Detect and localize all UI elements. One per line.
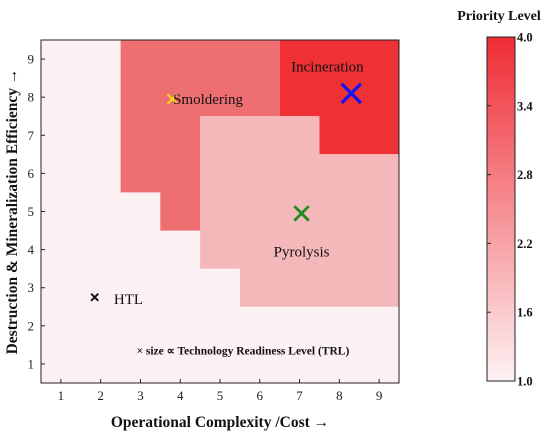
x-tick-label: 7	[296, 388, 303, 403]
label-incineration: Incineration	[291, 60, 364, 76]
trl-size-note: × size ∝ Technology Readiness Level (TRL…	[136, 346, 349, 358]
marker-incineration	[340, 82, 363, 105]
y-tick-label: 1	[28, 356, 35, 371]
x-axis-ticks: 1 2 3 4 5 6 7 8 9	[58, 379, 383, 403]
colorbar-gradient	[486, 36, 516, 382]
x-tick-label: 3	[137, 388, 144, 403]
y-tick-label: 5	[28, 204, 35, 219]
label-htl: HTL	[114, 292, 143, 308]
x-tick-label: 9	[376, 388, 383, 403]
label-smoldering: Smoldering	[173, 92, 243, 108]
y-tick-label: 2	[28, 318, 35, 333]
x-tick-label: 2	[97, 388, 104, 403]
colorbar-tick-label: 2.8	[517, 168, 533, 182]
plot-area: Incineration Smoldering Pyrolysis HTL × siz…	[4, 39, 400, 431]
x-tick-label: 5	[217, 388, 224, 403]
colorbar-tick-label: 1.0	[517, 375, 533, 389]
x-tick-label: 4	[177, 388, 184, 403]
x-tick-label: 6	[257, 388, 264, 403]
region-incineration	[279, 40, 399, 155]
x-tick-label: 8	[336, 388, 343, 403]
region-smoldering	[120, 40, 280, 231]
marker-pyrolysis	[293, 205, 310, 222]
x-tick-label: 1	[58, 388, 65, 403]
y-tick-label: 6	[28, 166, 35, 181]
colorbar-tick-label: 2.2	[517, 237, 533, 251]
y-tick-label: 7	[28, 128, 35, 143]
colorbar: Priority Level 1.0 1.6 2.2 2.8 3.4 4.0	[457, 9, 541, 389]
colorbar-ticks: 1.0 1.6 2.2 2.8 3.4 4.0	[487, 31, 533, 389]
y-tick-label: 4	[28, 242, 35, 257]
colorbar-tick-label: 3.4	[517, 99, 533, 113]
colorbar-tick-label: 4.0	[517, 31, 533, 45]
method-labels: Incineration Smoldering Pyrolysis HTL	[114, 60, 364, 308]
colorbar-tick-label: 1.6	[517, 306, 533, 320]
colorbar-title: Priority Level	[457, 9, 541, 24]
x-axis-title: Operational Complexity /Cost →	[111, 414, 329, 431]
y-tick-label: 9	[28, 52, 35, 67]
y-tick-label: 8	[28, 90, 35, 105]
label-pyrolysis: Pyrolysis	[274, 245, 330, 261]
marker-smoldering	[166, 93, 178, 105]
marker-htl	[90, 292, 99, 302]
y-axis-title: Destruction & Mineralization Efficiency …	[4, 69, 21, 355]
y-axis-ticks: 1 2 3 4 5 6 7 8 9	[28, 52, 45, 371]
trl-markers	[90, 82, 363, 302]
y-tick-label: 3	[28, 280, 35, 295]
